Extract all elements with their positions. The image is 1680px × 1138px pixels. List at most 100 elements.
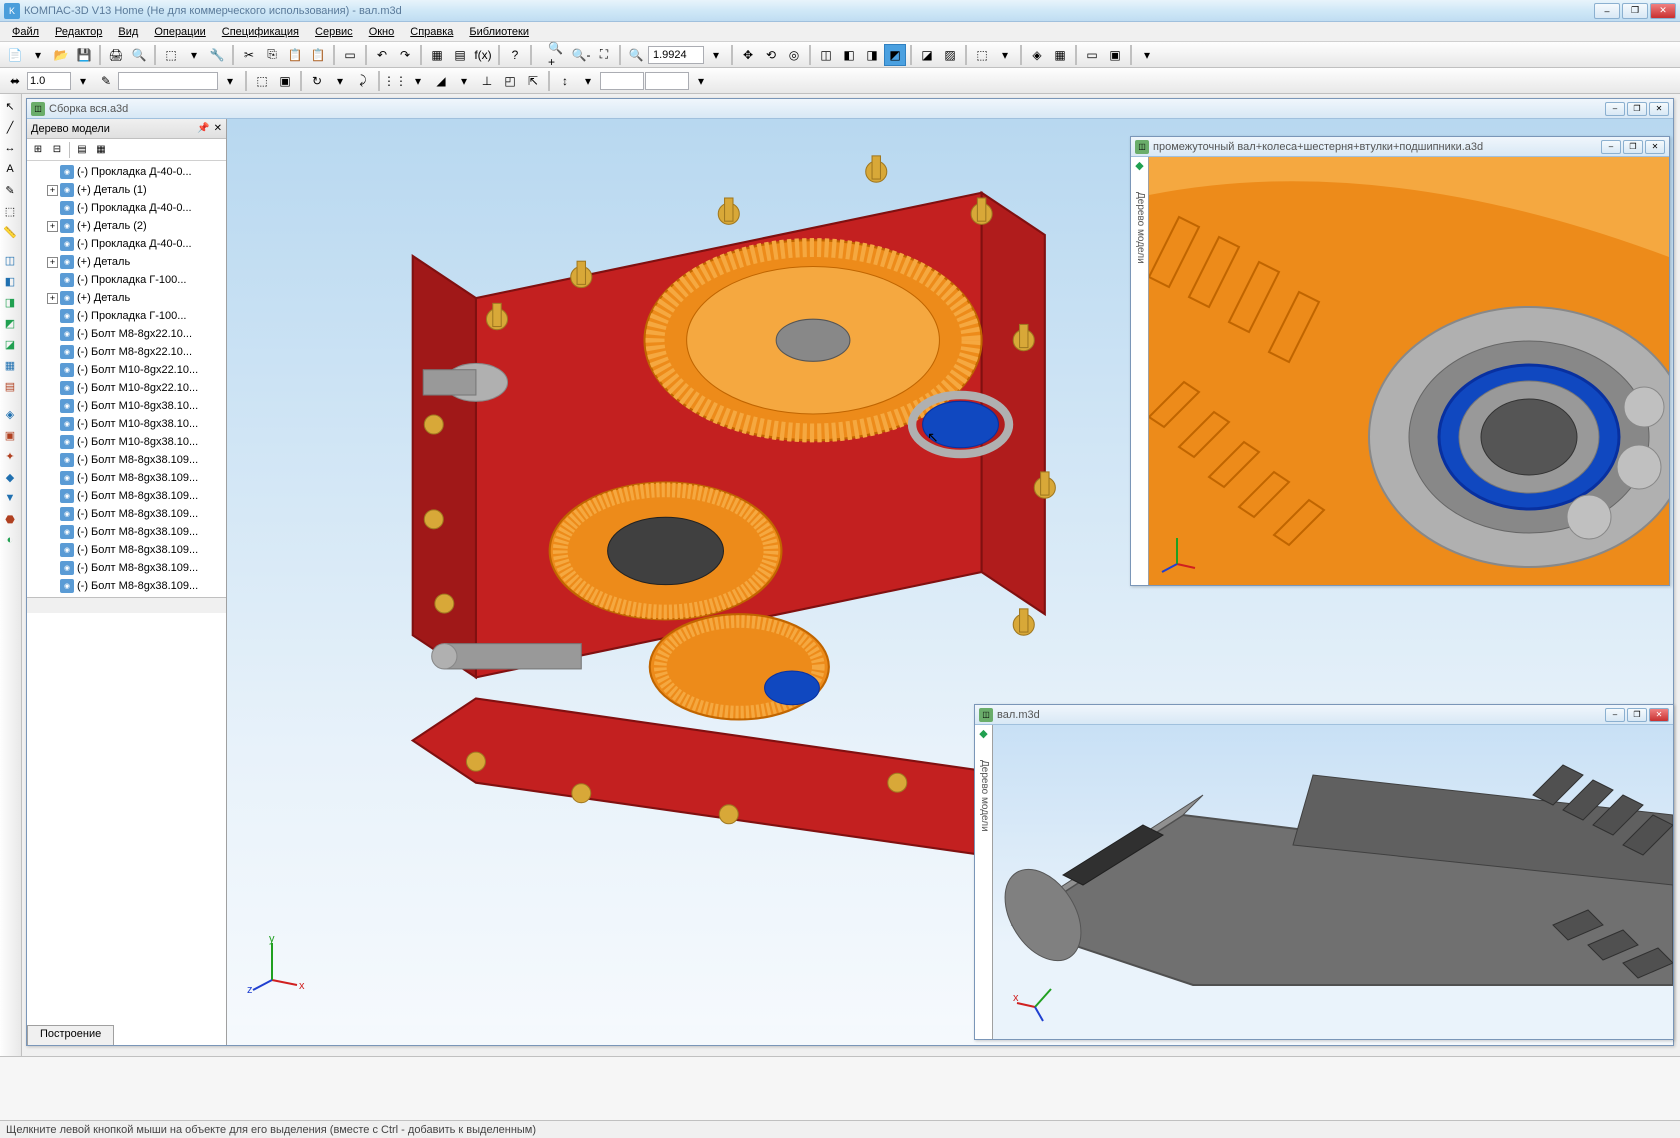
- mdi3-viewport[interactable]: x: [993, 725, 1673, 1039]
- zoomin-icon[interactable]: 🔍+: [547, 44, 569, 66]
- misc4-icon[interactable]: ▣: [1104, 44, 1126, 66]
- mdi-max-icon[interactable]: ❐: [1627, 102, 1647, 116]
- tree-item[interactable]: ◉(-) Болт М8-8gx38.109...: [27, 541, 226, 559]
- vt-dim-icon[interactable]: ↔: [0, 138, 20, 158]
- mdi3-tree-collapsed[interactable]: ◆ Дерево модели: [975, 725, 993, 1039]
- mdi-gear-window[interactable]: ◫ промежуточный вал+колеса+шестерня+втул…: [1130, 136, 1670, 586]
- zoomwin-icon[interactable]: 🔍: [625, 44, 647, 66]
- dd-end-icon[interactable]: ▾: [1136, 44, 1158, 66]
- st-icon2[interactable]: ✎: [95, 70, 117, 92]
- table-icon[interactable]: ▤: [449, 44, 471, 66]
- zoom-input[interactable]: [648, 46, 704, 64]
- st-icon1[interactable]: ⬌: [4, 70, 26, 92]
- tree-item[interactable]: +◉(+) Деталь (1): [27, 181, 226, 199]
- tree-item[interactable]: ◉(-) Болт M10-8gx38.10...: [27, 415, 226, 433]
- dropdown2-icon[interactable]: ▾: [183, 44, 205, 66]
- grid-icon[interactable]: ▦: [426, 44, 448, 66]
- select-dd-icon[interactable]: ▾: [994, 44, 1016, 66]
- redo-icon[interactable]: ↷: [394, 44, 416, 66]
- expand-icon[interactable]: +: [47, 293, 58, 304]
- fx-icon[interactable]: f(x): [472, 44, 494, 66]
- cut-icon[interactable]: ✂: [238, 44, 260, 66]
- st-input1[interactable]: [600, 72, 644, 90]
- tree-item[interactable]: ◉(-) Болт M10-8gx38.10...: [27, 433, 226, 451]
- shade1-icon[interactable]: ◪: [916, 44, 938, 66]
- vt-s1-icon[interactable]: ◈: [0, 404, 20, 424]
- st-icon11[interactable]: ⇱: [522, 70, 544, 92]
- tree-item[interactable]: ◉(-) Болт М8-8gx38.109...: [27, 523, 226, 541]
- st-combo2[interactable]: [118, 72, 218, 90]
- menu-window[interactable]: Окно: [361, 24, 403, 40]
- misc1-icon[interactable]: ◈: [1026, 44, 1048, 66]
- tree-item[interactable]: ◉(-) Болт М8-8gx38.109...: [27, 487, 226, 505]
- vt-s7-icon[interactable]: ◐: [0, 530, 20, 550]
- tree-tb1-icon[interactable]: ⊞: [29, 141, 47, 159]
- page-icon[interactable]: ▭: [339, 44, 361, 66]
- st-icon4[interactable]: ▣: [274, 70, 296, 92]
- vt-edit-icon[interactable]: ✎: [0, 180, 20, 200]
- preview-icon[interactable]: 🔍: [128, 44, 150, 66]
- cube4-icon[interactable]: ◩: [884, 44, 906, 66]
- menu-spec[interactable]: Спецификация: [214, 24, 307, 40]
- zoomfit-icon[interactable]: ⛶: [593, 44, 615, 66]
- cube2-icon[interactable]: ◧: [838, 44, 860, 66]
- print-icon[interactable]: 🖨: [105, 44, 127, 66]
- tree-close-icon[interactable]: ✕: [214, 123, 222, 134]
- st-dd7-icon[interactable]: ▾: [690, 70, 712, 92]
- st-dd3-icon[interactable]: ▾: [329, 70, 351, 92]
- tree-item[interactable]: ◉(-) Болт M10-8gx22.10...: [27, 361, 226, 379]
- tree-item[interactable]: +◉(+) Деталь (2): [27, 217, 226, 235]
- mdi3-max-icon[interactable]: ❐: [1627, 708, 1647, 722]
- vt-s5-icon[interactable]: ▼: [0, 488, 20, 508]
- tree-item[interactable]: +◉(+) Деталь: [27, 289, 226, 307]
- paste2-icon[interactable]: 📋: [307, 44, 329, 66]
- tree-hscroll[interactable]: [27, 597, 226, 613]
- st-icon6[interactable]: ⤸: [352, 70, 374, 92]
- mdi2-tree-collapsed[interactable]: ◆ Дерево модели: [1131, 157, 1149, 585]
- rotate-icon[interactable]: ⟲: [760, 44, 782, 66]
- vt-param-icon[interactable]: ⬚: [0, 201, 20, 221]
- select-icon[interactable]: ⬚: [971, 44, 993, 66]
- paste-icon[interactable]: 📋: [284, 44, 306, 66]
- st-icon12[interactable]: ↕: [554, 70, 576, 92]
- menu-help[interactable]: Справка: [402, 24, 461, 40]
- cube3-icon[interactable]: ◨: [861, 44, 883, 66]
- mdi-title-bar[interactable]: ◫ Сборка вся.a3d – ❐ ✕: [27, 99, 1673, 119]
- tree-item[interactable]: ◉(-) Болт М8-8gx38.109...: [27, 505, 226, 523]
- st-dd4-icon[interactable]: ▾: [407, 70, 429, 92]
- mdi2-close-icon[interactable]: ✕: [1645, 140, 1665, 154]
- tree-tb3-icon[interactable]: ▤: [73, 141, 91, 159]
- tree-expand-icon[interactable]: ◆: [1135, 160, 1143, 172]
- tree-item[interactable]: ◉(-) Прокладка Д-40-0...: [27, 199, 226, 217]
- menu-editor[interactable]: Редактор: [47, 24, 110, 40]
- vt-s4-icon[interactable]: ◆: [0, 467, 20, 487]
- tree-item[interactable]: ◉(-) Болт М8-8gx22.10...: [27, 343, 226, 361]
- open-icon[interactable]: 📂: [50, 44, 72, 66]
- vt-3d4-icon[interactable]: ◩: [0, 313, 20, 333]
- tree-item[interactable]: ◉(-) Прокладка Д-40-0...: [27, 163, 226, 181]
- tool-icon[interactable]: 🔧: [206, 44, 228, 66]
- mdi3-close-icon[interactable]: ✕: [1649, 708, 1669, 722]
- misc3-icon[interactable]: ▭: [1081, 44, 1103, 66]
- tree-item[interactable]: ◉(-) Болт M10-8gx22.10...: [27, 379, 226, 397]
- tree-list[interactable]: ◉(-) Прокладка Д-40-0...+◉(+) Деталь (1)…: [27, 161, 226, 597]
- maximize-button[interactable]: ❐: [1622, 3, 1648, 19]
- mdi2-max-icon[interactable]: ❐: [1623, 140, 1643, 154]
- tree-item[interactable]: ◉(-) Болт М8-8gx38.109...: [27, 451, 226, 469]
- mdi3-title-bar[interactable]: ◫ вал.m3d – ❐ ✕: [975, 705, 1673, 725]
- menu-file[interactable]: Файл: [4, 24, 47, 40]
- vt-meas-icon[interactable]: 📏: [0, 222, 20, 242]
- tree-item[interactable]: ◉(-) Болт М8-8gx38.109...: [27, 469, 226, 487]
- st-dd6-icon[interactable]: ▾: [577, 70, 599, 92]
- vt-3d3-icon[interactable]: ◨: [0, 292, 20, 312]
- shade2-icon[interactable]: ▨: [939, 44, 961, 66]
- menu-libs[interactable]: Библиотеки: [461, 24, 537, 40]
- help-icon[interactable]: ?: [504, 44, 526, 66]
- tree-item[interactable]: ◉(-) Болт М8-8gx22.10...: [27, 325, 226, 343]
- vt-s6-icon[interactable]: ⬣: [0, 509, 20, 529]
- st-dd5-icon[interactable]: ▾: [453, 70, 475, 92]
- tree-item[interactable]: ◉(-) Прокладка Г-100...: [27, 271, 226, 289]
- st-icon7[interactable]: ⋮⋮: [384, 70, 406, 92]
- mdi-shaft-window[interactable]: ◫ вал.m3d – ❐ ✕ ◆ Дерево модели: [974, 704, 1674, 1040]
- mdi3-tree-expand-icon[interactable]: ◆: [979, 728, 987, 740]
